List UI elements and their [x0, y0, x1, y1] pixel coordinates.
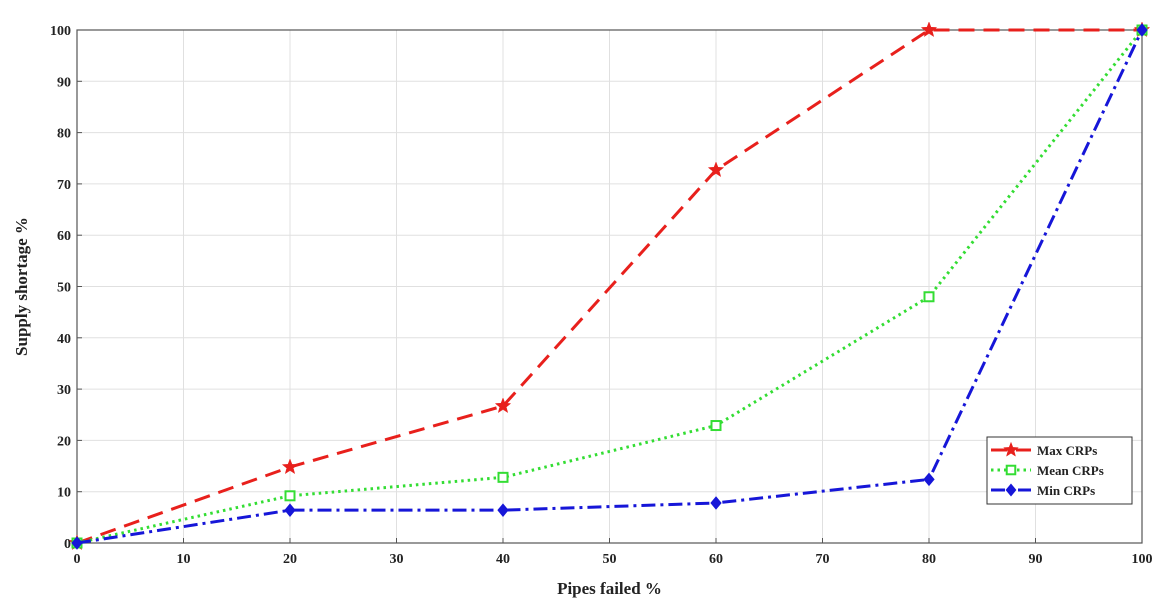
y-axis-title: Supply shortage % [12, 217, 31, 356]
data-point-max-crps [920, 21, 938, 38]
y-tick-label: 40 [57, 332, 71, 347]
data-point-mean-crps [710, 420, 722, 432]
y-tick-label: 70 [57, 178, 71, 193]
data-point-max-crps [494, 397, 512, 414]
y-tick-label: 0 [64, 537, 71, 552]
series-max-crps [68, 21, 1151, 551]
y-tick-label: 100 [50, 24, 71, 39]
series-line-max-crps [76, 28, 1142, 545]
y-tick-label: 90 [57, 75, 71, 90]
data-point-min-crps [1136, 23, 1148, 37]
x-tick-label: 60 [709, 552, 723, 567]
data-point-min-crps [710, 496, 722, 510]
x-tick-label: 70 [816, 552, 830, 567]
data-point-min-crps [284, 503, 296, 517]
legend-marker-min-crps [1005, 483, 1017, 497]
legend-marker-mean-crps [1005, 464, 1017, 476]
x-tick-label: 10 [177, 552, 191, 567]
data-point-mean-crps [923, 291, 935, 303]
x-tick-label: 50 [603, 552, 617, 567]
data-point-mean-crps [497, 471, 509, 483]
x-tick-label: 30 [390, 552, 404, 567]
data-point-min-crps [923, 472, 935, 487]
series-min-crps [71, 23, 1148, 550]
y-tick-label: 50 [57, 281, 71, 296]
x-axis-title: Pipes failed % [557, 579, 662, 598]
legend-marker-max-crps [1003, 441, 1019, 457]
legend: Max CRPs Mean CRPs Min CRPs [986, 436, 1133, 505]
data-point-mean-crps [284, 490, 296, 502]
x-tick-label: 0 [74, 552, 81, 567]
y-tick-label: 20 [57, 434, 71, 449]
data-point-max-crps [281, 458, 299, 475]
legend-label-min-crps: Min CRPs [1037, 483, 1095, 498]
data-point-min-crps [71, 536, 83, 550]
y-tick-label: 10 [57, 486, 71, 501]
x-tick-label: 90 [1029, 552, 1043, 567]
y-tick-label: 60 [57, 229, 71, 244]
data-point-min-crps [497, 503, 509, 517]
data-point-max-crps [707, 161, 725, 178]
y-tick-label: 30 [57, 383, 71, 398]
x-tick-label: 100 [1132, 552, 1153, 567]
x-tick-label: 20 [283, 552, 297, 567]
series-layer [68, 21, 1151, 551]
series-line-mean-crps [76, 29, 1144, 545]
legend-label-max-crps: Max CRPs [1037, 443, 1097, 458]
axis-ticks: 0 10 20 30 40 50 60 70 80 90 100 0 10 20 30 40 50 60 70 80 9… [50, 24, 1153, 567]
x-tick-label: 80 [922, 552, 936, 567]
x-tick-label: 40 [496, 552, 510, 567]
series-line-min-crps [76, 29, 1144, 545]
y-tick-label: 80 [57, 127, 71, 142]
legend-label-mean-crps: Mean CRPs [1037, 463, 1104, 478]
